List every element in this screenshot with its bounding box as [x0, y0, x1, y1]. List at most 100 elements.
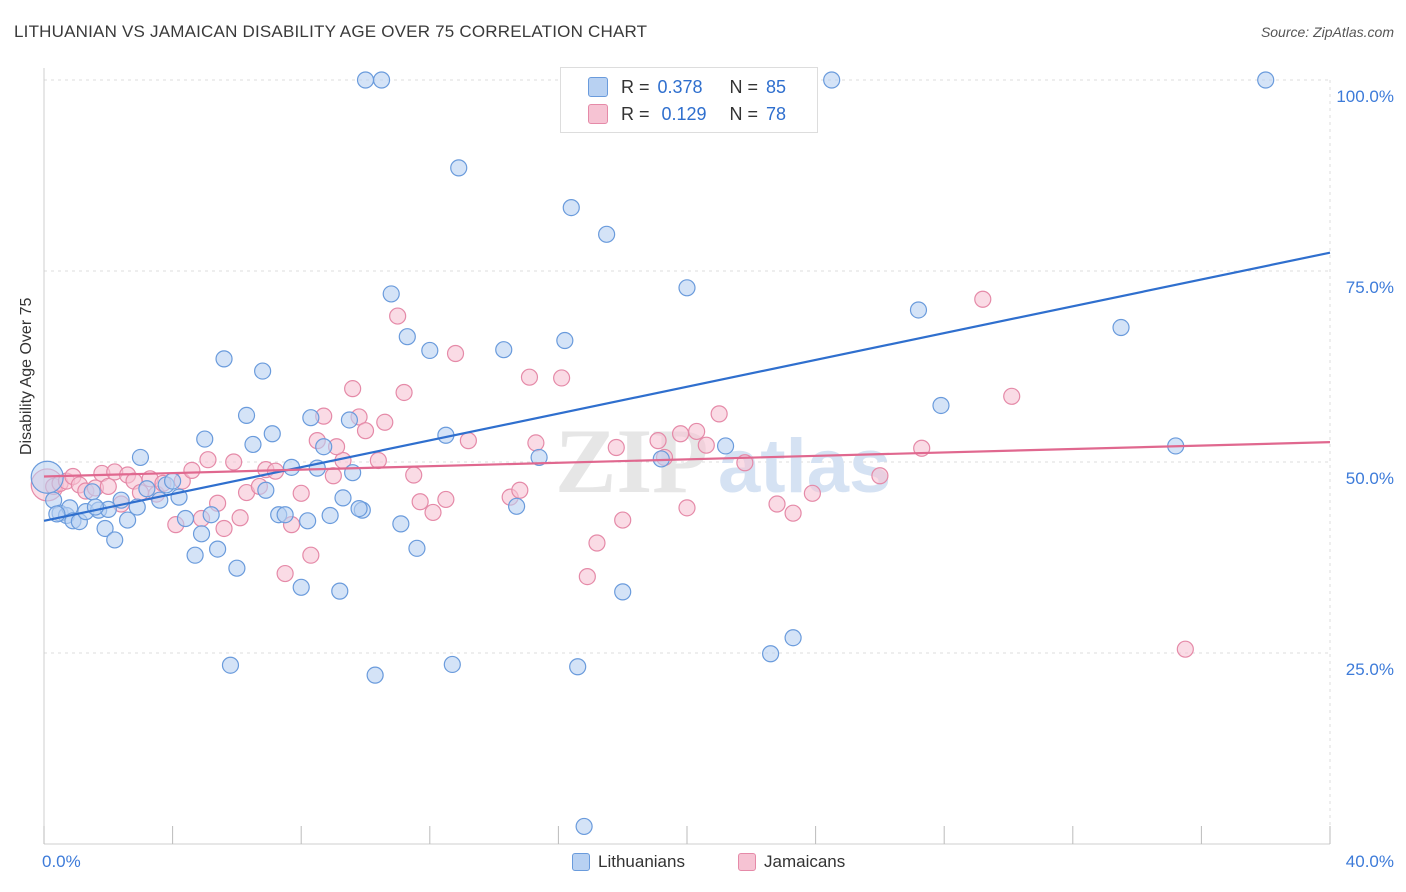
- lithuanians-trend-line: [43, 251, 1331, 522]
- y-axis-label: Disability Age Over 75: [18, 297, 35, 455]
- lithuanian-point: [932, 396, 950, 415]
- legend-n-value: 85: [766, 76, 787, 97]
- jamaican-point: [411, 493, 429, 511]
- lithuanian-point: [909, 301, 928, 319]
- x-tick-label-min: 0.0%: [42, 852, 81, 871]
- legend-label-jamaicans: Jamaicans: [764, 852, 846, 871]
- trend-lines: [43, 251, 1331, 522]
- lithuanian-point: [186, 546, 204, 564]
- jamaican-point: [1176, 640, 1194, 658]
- jamaican-point: [292, 484, 310, 502]
- lithuanian-point: [276, 506, 294, 524]
- y-tick-label-100: 100.0%: [1336, 87, 1394, 106]
- chart-title: LITHUANIAN VS JAMAICAN DISABILITY AGE OV…: [14, 22, 648, 41]
- lithuanian-point: [164, 472, 182, 490]
- jamaican-point: [183, 461, 201, 480]
- lithuanian-point: [138, 480, 156, 498]
- jamaican-point: [424, 503, 442, 522]
- jamaican-point: [803, 484, 821, 502]
- lithuanian-point: [443, 655, 461, 674]
- lithuanian-point: [823, 71, 841, 89]
- lithuanian-point: [678, 279, 696, 297]
- lithuanian-point: [221, 656, 240, 674]
- lithuanian-point: [562, 198, 580, 217]
- jamaican-point: [511, 481, 529, 499]
- lithuanian-point: [292, 578, 310, 596]
- jamaican-point: [302, 546, 320, 564]
- legend-row-lithuanians: R = 0.378 N = 85: [588, 75, 787, 99]
- lithuanian-point: [408, 539, 426, 557]
- jamaican-point: [276, 564, 294, 583]
- jamaican-point: [405, 466, 423, 484]
- lithuanian-point: [340, 411, 359, 429]
- legend-r-label: R =: [621, 103, 650, 124]
- legend-swatch-lithuanians: [572, 853, 590, 871]
- lithuanian-point: [131, 448, 150, 467]
- jamaican-point: [99, 477, 117, 496]
- lithuanian-point: [86, 498, 105, 516]
- lithuanian-point: [257, 481, 275, 499]
- jamaican-point: [671, 425, 690, 443]
- x-tick-label-max: 40.0%: [1345, 852, 1394, 871]
- legend-item-lithuanians: Lithuanians: [572, 852, 685, 872]
- lithuanian-point: [495, 341, 513, 359]
- lithuanian-point: [392, 515, 410, 533]
- lithuanian-point: [1112, 318, 1130, 337]
- jamaican-point: [578, 567, 596, 586]
- lithuanian-point: [192, 525, 211, 543]
- legend-r-label: R =: [621, 76, 650, 97]
- lithuanian-point: [196, 430, 214, 448]
- lithuanian-point: [315, 438, 333, 456]
- jamaican-point: [437, 490, 455, 509]
- jamaican-point: [446, 344, 465, 363]
- lithuanian-point: [228, 559, 246, 577]
- lithuanian-point: [176, 509, 195, 528]
- legend-r-value: 0.378: [657, 76, 703, 97]
- legend-n-value: 78: [766, 103, 787, 124]
- lithuanian-point: [508, 497, 526, 515]
- lithuanian-point: [350, 500, 368, 518]
- lithuanian-point: [83, 483, 101, 501]
- legend-label-lithuanians: Lithuanians: [598, 852, 685, 871]
- lithuanian-point: [1257, 71, 1275, 89]
- lithuanian-point: [202, 506, 220, 524]
- legend-n-label: N =: [729, 76, 759, 97]
- lithuanian-point: [761, 645, 780, 663]
- jamaican-point: [688, 422, 706, 441]
- jamaican-point: [520, 368, 539, 386]
- jamaican-point: [974, 290, 992, 308]
- jamaican-point: [607, 438, 625, 457]
- jamaican-point: [215, 519, 233, 538]
- jamaican-point: [369, 451, 387, 470]
- legend-swatch-pink: [588, 104, 608, 124]
- legend-item-jamaicans: Jamaicans: [738, 852, 845, 872]
- y-tick-label-25: 25.0%: [1345, 660, 1394, 679]
- jamaican-point: [376, 413, 394, 431]
- lithuanian-point: [598, 225, 616, 243]
- legend-swatch-blue: [588, 77, 608, 97]
- lithuanian-point: [366, 666, 384, 684]
- lithuanian-point: [716, 437, 735, 455]
- lithuanian-point: [302, 409, 320, 427]
- lithuanian-point: [215, 350, 233, 368]
- legend-row-jamaicans: R = 0.129 N = 78: [588, 102, 787, 126]
- lithuanian-point: [569, 658, 587, 676]
- lithuanian-point: [398, 328, 416, 346]
- lithuanian-point: [331, 582, 349, 600]
- lithuanian-point: [421, 341, 439, 360]
- jamaican-point: [389, 307, 407, 325]
- lithuanian-point: [372, 71, 391, 89]
- lithuanian-point: [784, 629, 802, 647]
- lithuanian-point: [254, 362, 272, 380]
- lithuanian-point: [356, 71, 375, 89]
- lithuanian-point: [321, 506, 339, 525]
- jamaican-point: [784, 504, 802, 522]
- lithuanian-point: [575, 817, 593, 836]
- lithuanian-point: [118, 511, 137, 529]
- y-tick-label-75: 75.0%: [1345, 278, 1394, 297]
- jamaican-point: [678, 499, 696, 517]
- jamaican-point: [649, 432, 667, 450]
- jamaicans-trend-line: [43, 441, 1331, 478]
- jamaican-point: [710, 405, 728, 423]
